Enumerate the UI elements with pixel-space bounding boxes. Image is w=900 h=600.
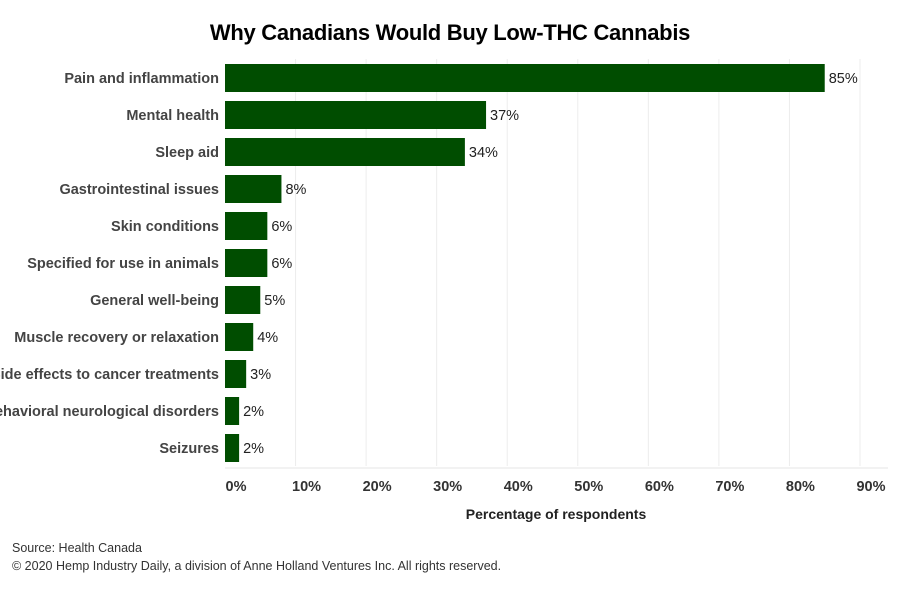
bar (225, 249, 268, 277)
x-tick-label: 80% (786, 479, 815, 495)
value-label: 37% (490, 108, 519, 124)
x-tick-label: 10% (292, 479, 321, 495)
bar (225, 434, 240, 462)
bar (225, 360, 247, 388)
value-label: 4% (257, 330, 278, 346)
category-label: Muscle recovery or relaxation (14, 330, 219, 346)
bar (225, 138, 465, 166)
x-tick-label: 40% (504, 479, 533, 495)
x-tick-label: 30% (433, 479, 462, 495)
chart-title: Why Canadians Would Buy Low-THC Cannabis (209, 20, 691, 45)
bar (225, 212, 268, 240)
x-tick-label: 70% (715, 479, 744, 495)
x-tick-label: 0% (226, 479, 247, 495)
value-label: 6% (271, 256, 292, 272)
value-label: 6% (271, 219, 292, 235)
category-label: Mental health (126, 108, 219, 124)
category-label: Seizures (159, 441, 219, 457)
category-label: Skin conditions (111, 219, 219, 235)
bar (225, 397, 240, 425)
value-label: 2% (243, 441, 264, 457)
category-label: Specified for use in animals (27, 256, 219, 272)
bar (225, 286, 261, 314)
x-tick-label: 90% (856, 479, 885, 495)
value-label: 34% (469, 145, 498, 161)
value-label: 8% (285, 182, 306, 198)
category-label: Pain and inflammation (64, 71, 219, 87)
category-label: Sleep aid (155, 145, 219, 161)
value-label: 5% (264, 293, 285, 309)
bar (225, 101, 487, 129)
value-label: 85% (829, 71, 858, 87)
value-label: 3% (250, 367, 271, 383)
x-tick-label: 50% (574, 479, 603, 495)
x-tick-label: 20% (363, 479, 392, 495)
bar (225, 64, 825, 92)
bar (225, 175, 282, 203)
category-label: General well-being (90, 293, 219, 309)
category-label: Side effects to cancer treatments (0, 367, 219, 383)
value-label: 2% (243, 404, 264, 420)
x-tick-label: 60% (645, 479, 674, 495)
source-note: Source: Health Canada (12, 541, 142, 555)
category-label: Gastrointestinal issues (59, 182, 219, 198)
copyright-note: © 2020 Hemp Industry Daily, a division o… (12, 559, 502, 573)
category-label: Behavioral neurological disorders (0, 404, 219, 420)
x-axis-title: Percentage of respondents (466, 506, 647, 522)
bar (225, 323, 254, 351)
